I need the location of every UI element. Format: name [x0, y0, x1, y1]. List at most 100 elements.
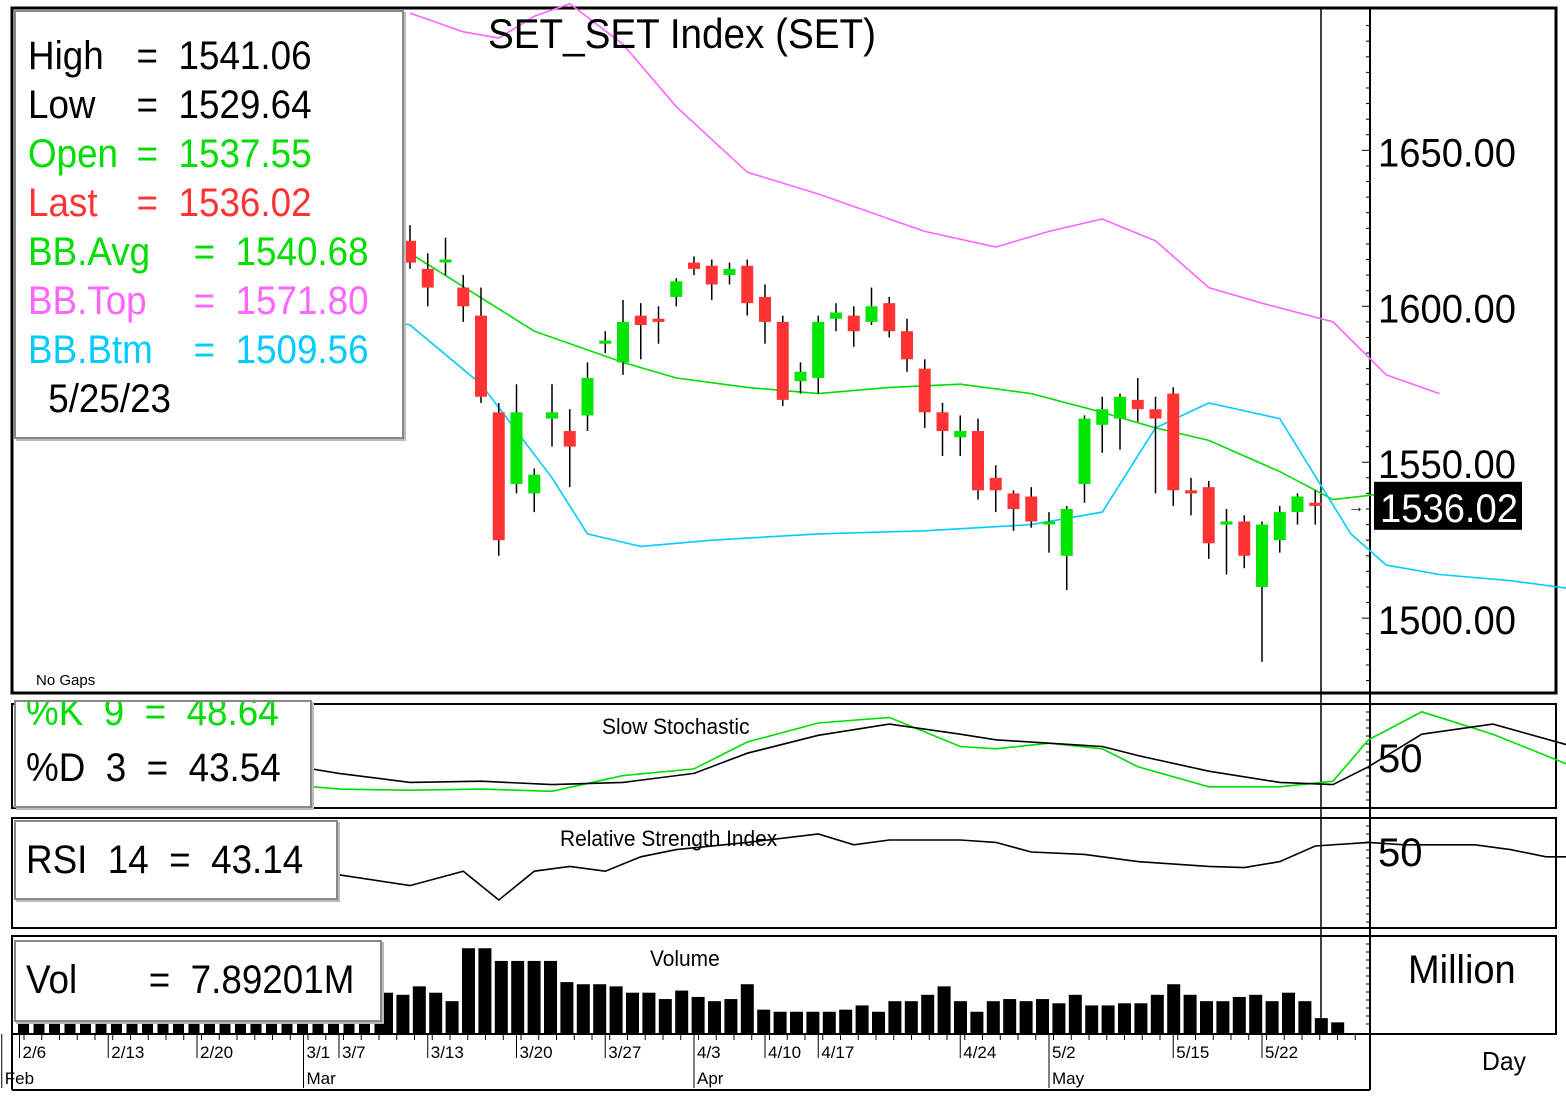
legend-bb-top: BB.Top = 1571.80	[28, 279, 369, 323]
volume-bar	[374, 1022, 386, 1034]
candle-body	[1202, 487, 1215, 544]
volume-bar	[1200, 1001, 1213, 1034]
candle-body	[510, 412, 523, 485]
candle-body	[776, 321, 789, 400]
volume-bar	[204, 1022, 215, 1034]
stochastic-legend: %K 9 = 48.64 %D 3 = 43.54	[14, 700, 312, 808]
volume-bar	[872, 1011, 885, 1034]
volume-bar	[691, 996, 705, 1034]
legend-high: High = 1541.06	[28, 34, 312, 78]
volume-bar	[80, 1022, 91, 1034]
panel-frame	[10, 6, 1558, 695]
volume-bar	[297, 1022, 308, 1034]
candle-body	[723, 268, 736, 276]
volume-bar	[173, 1022, 184, 1034]
volume-bar	[658, 999, 672, 1034]
volume-bar	[1052, 1003, 1066, 1034]
volume-bar	[626, 992, 639, 1034]
rsi-value-label: RSI 14 = 43.14	[26, 838, 304, 882]
volume-bar	[790, 1011, 803, 1034]
volume-bar	[18, 1022, 29, 1034]
candlesticks	[404, 225, 1322, 662]
candle-body	[421, 268, 434, 288]
volume-value-label: Vol = 7.89201M	[26, 958, 355, 1002]
volume-panel	[18, 943, 1370, 1034]
candle-body	[1167, 393, 1180, 491]
candle-body	[563, 431, 576, 447]
stoch-d-label: %D 3 = 43.54	[26, 746, 281, 790]
volume-bar	[904, 1001, 918, 1034]
volume-bar	[1134, 1003, 1148, 1034]
volume-bar	[1101, 1005, 1115, 1034]
candle-body	[954, 431, 967, 438]
volume-bar	[396, 994, 410, 1034]
volume-bar	[1150, 994, 1164, 1034]
date-tick-label: 2/20	[200, 1043, 233, 1062]
volume-bar	[1019, 1001, 1033, 1034]
volume-bar	[839, 1009, 853, 1034]
volume-bar	[642, 992, 656, 1034]
volume-bar	[822, 1011, 836, 1034]
volume-bar	[343, 1022, 355, 1034]
date-tick-label: 5/2	[1052, 1043, 1076, 1062]
candle-body	[812, 321, 825, 379]
stochastic-panel: 50	[250, 710, 1566, 801]
price-tick-label: 1600.00	[1378, 287, 1516, 331]
candle-body	[830, 312, 842, 319]
date-tick-label: 3/20	[520, 1043, 553, 1062]
volume-bar	[462, 948, 475, 1034]
date-tick-label: 4/3	[697, 1043, 721, 1062]
volume-bar	[312, 1022, 324, 1034]
candle-body	[847, 315, 860, 332]
volume-bar	[1068, 994, 1082, 1034]
volume-bar	[111, 1022, 122, 1034]
candle-body	[936, 412, 949, 432]
candle-body	[1131, 399, 1144, 410]
volume-bar	[1167, 984, 1181, 1034]
volume-bar	[1085, 1005, 1099, 1034]
candle-body	[404, 240, 416, 263]
volume-bar	[527, 960, 541, 1034]
legend-last: Last = 1536.02	[28, 181, 312, 225]
price-tick-label: 1500.00	[1378, 599, 1516, 643]
panel-frame	[11, 817, 1557, 929]
price-chart-title: SET_SET Index (SET)	[488, 10, 876, 57]
volume-bar	[1118, 1003, 1131, 1034]
volume-bar	[1331, 1022, 1345, 1034]
volume-bar	[1249, 994, 1263, 1034]
date-tick-label: 2/13	[111, 1043, 144, 1062]
volume-bar	[970, 1011, 984, 1034]
volume-bar	[1003, 999, 1017, 1034]
candle-body	[528, 474, 541, 494]
stoch-axis-label: 50	[1378, 737, 1423, 781]
date-tick-label: 3/27	[608, 1043, 641, 1062]
volume-bar	[1036, 999, 1049, 1034]
legend-bb-btm: BB.Btm = 1509.56	[28, 328, 369, 372]
date-tick-label: 3/1	[307, 1043, 331, 1062]
volume-bar	[219, 1022, 231, 1034]
candle-body	[634, 315, 647, 325]
rsi-panel: 50	[250, 825, 1566, 923]
volume-bar	[773, 1011, 787, 1034]
candle-body	[1025, 496, 1038, 522]
candle-body	[1060, 508, 1073, 556]
no-gaps-label: No Gaps	[36, 672, 96, 689]
candle-body	[1043, 521, 1055, 525]
candle-body	[1291, 496, 1304, 513]
candle-body	[1114, 396, 1126, 419]
volume-legend: Vol = 7.89201M	[14, 940, 382, 1022]
month-tick-label: Feb	[5, 1069, 34, 1088]
rsi-line	[250, 833, 1566, 902]
volume-bar	[281, 1022, 293, 1034]
candle-body	[1007, 493, 1020, 509]
period-label: Day	[1482, 1046, 1526, 1076]
volume-bar	[740, 984, 754, 1034]
volume-bar	[1298, 1001, 1312, 1034]
month-tick-label: Apr	[697, 1069, 724, 1088]
volume-bar	[126, 1022, 138, 1034]
month-tick-label: Mar	[307, 1069, 337, 1088]
candle-body	[1309, 502, 1322, 506]
candle-body	[617, 321, 629, 363]
candle-body	[901, 331, 913, 360]
